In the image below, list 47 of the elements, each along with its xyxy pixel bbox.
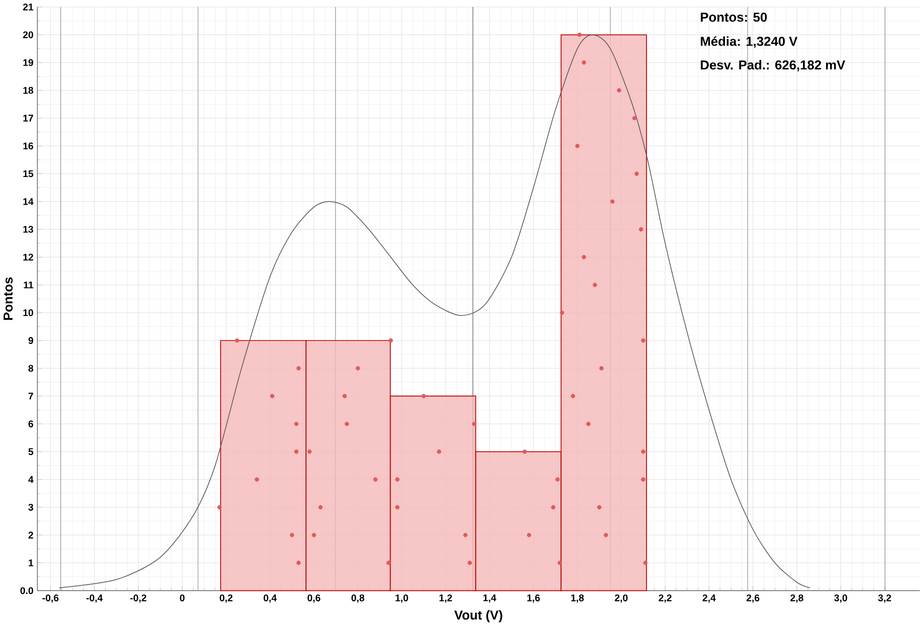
y-tick-label: 2 — [28, 532, 34, 539]
y-tick-label: 3 — [28, 504, 34, 511]
x-tick-label: 2,4 — [702, 594, 716, 603]
y-tick-label: 20 — [23, 31, 34, 38]
y-tick-label: 14 — [23, 198, 34, 205]
x-tick-label: 0,8 — [351, 594, 364, 603]
x-tick-label: 3,2 — [878, 594, 892, 603]
x-tick-label: 2,2 — [658, 594, 672, 603]
x-tick-label: 0 — [180, 594, 185, 602]
x-axis-title: Vout (V) — [454, 610, 502, 622]
annotation: Desv. Pad.: 626,182 mV — [700, 60, 846, 72]
y-tick-label: 21 — [23, 4, 34, 10]
x-tick-label: 0,6 — [308, 594, 320, 603]
y-tick-label: 11 — [24, 282, 34, 288]
x-tick-label: 0,2 — [220, 594, 232, 603]
x-tick-label: -0,4 — [86, 594, 103, 603]
x-tick-label: -0,2 — [130, 594, 146, 603]
y-tick-label: 17 — [23, 114, 34, 122]
y-tick-label: 13 — [23, 226, 34, 233]
x-tick-label: 3,0 — [834, 594, 848, 603]
y-tick-label: 8 — [28, 364, 34, 372]
y-tick-label: 5 — [28, 448, 34, 456]
x-tick-label: 0,4 — [264, 594, 277, 603]
y-tick-label: 15 — [23, 170, 34, 178]
x-tick-label: 1,4 — [483, 594, 496, 603]
x-tick-label: 1,2 — [440, 594, 452, 603]
x-tick-label: 1,8 — [571, 594, 584, 603]
annotation: Pontos: 50 — [700, 12, 767, 22]
y-tick-label: 4 — [28, 476, 34, 483]
y-tick-label: 1 — [28, 560, 34, 566]
y-tick-label: 9 — [28, 337, 34, 344]
y-tick-label: 18 — [23, 87, 34, 94]
x-tick-label: 2,6 — [746, 594, 760, 603]
y-tick-label: 12 — [23, 254, 34, 261]
y-axis-title: Pontos — [4, 278, 13, 320]
x-tick-label: 1,6 — [527, 594, 540, 603]
x-tick-label: -0,6 — [42, 594, 59, 603]
x-tick-label: 1,0 — [396, 594, 408, 603]
y-tick-label: 7 — [28, 392, 34, 400]
y-tick-label: 0.0 — [20, 587, 34, 594]
y-tick-label: 6 — [28, 420, 34, 428]
x-tick-label: 2,0 — [614, 594, 628, 603]
y-tick-label: 19 — [23, 59, 34, 66]
y-tick-label: 10 — [23, 309, 34, 316]
x-tick-label: 2,8 — [790, 594, 804, 603]
annotation: Média: 1,3240 V — [700, 36, 798, 48]
y-tick-label: 16 — [23, 142, 34, 150]
